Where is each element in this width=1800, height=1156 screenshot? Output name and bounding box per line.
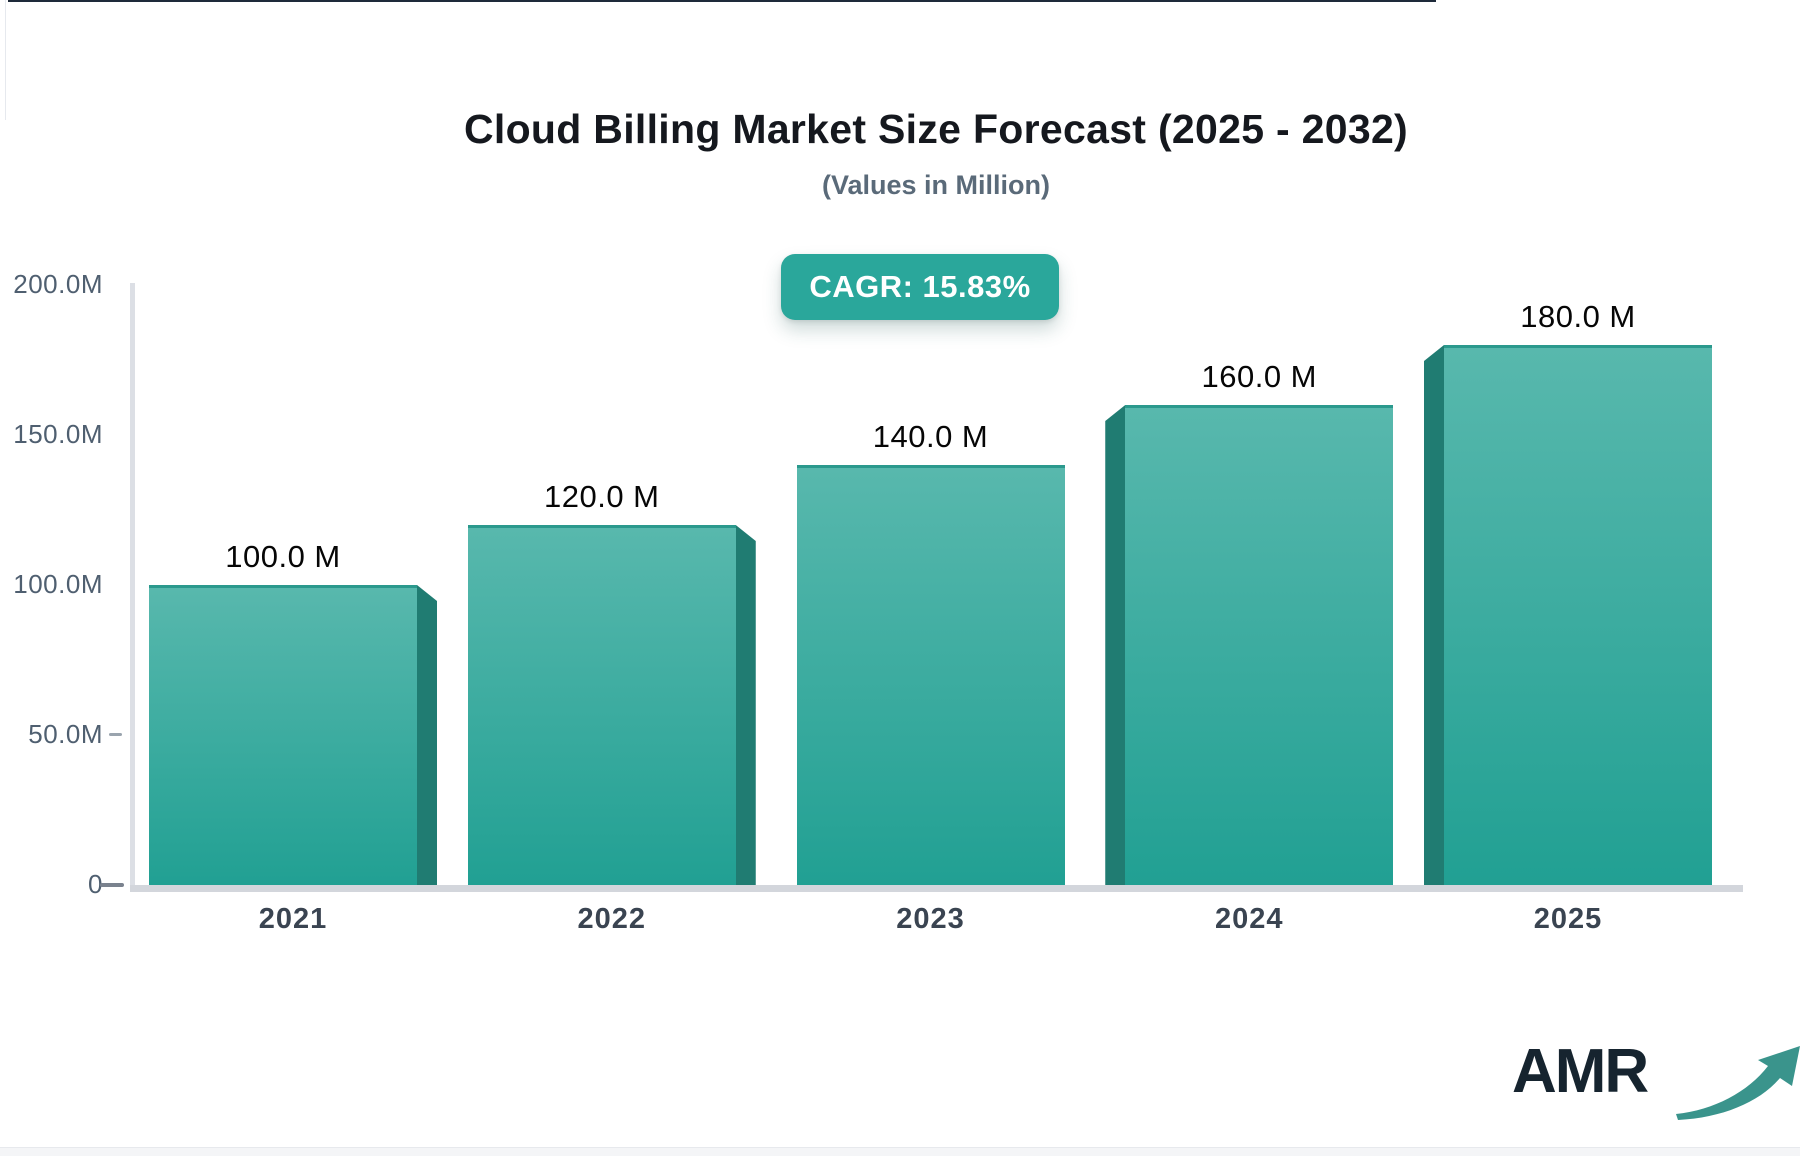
bar-2022 [467,525,736,885]
y-tick-label-0: 0 [88,869,103,899]
x-axis-label-2023: 2023 [896,903,965,935]
bottom-border-band [0,1147,1800,1156]
bar-2023 [796,465,1065,885]
y-tick-label-200.0M: 200.0M [13,269,103,299]
bar-side-face-2022 [735,525,756,885]
bar-2021 [149,585,417,885]
chart-subtitle: (Values in Million) [821,170,1051,200]
x-axis-label-2022: 2022 [577,903,646,935]
bar-value-label-2022: 120.0 M [543,479,660,514]
growth-arrow-icon [1676,1046,1800,1120]
cagr-badge: CAGR: 15.83% [781,254,1059,320]
y-tick-label-50.0M: 50.0M [28,719,103,749]
bar-2025 [1444,345,1712,885]
bar-value-label-2025: 180.0 M [1520,299,1636,334]
amr-logo-text: AMR [1512,1037,1649,1106]
y-axis-line [130,283,135,885]
x-axis-label-2021: 2021 [258,903,328,935]
x-axis-label-2024: 2024 [1214,903,1284,935]
bar-side-face-2024 [1105,405,1126,885]
y-tick-mark [100,883,124,887]
chart-title: Cloud Billing Market Size Forecast (2025… [463,106,1409,152]
y-tick-label-150.0M: 150.0M [13,419,103,449]
y-tick-mark [109,733,122,736]
bar-value-label-2021: 100.0 M [225,539,341,574]
bar-value-label-2023: 140.0 M [872,419,989,454]
y-tick-label-100.0M: 100.0M [13,569,103,599]
x-axis-label-2025: 2025 [1533,903,1603,935]
amr-logo: AMR [1512,1028,1800,1128]
bar-value-label-2024: 160.0 M [1201,359,1317,394]
bar-2024 [1125,405,1394,885]
x-axis-baseline [130,885,1743,892]
bar-side-face-2025 [1424,345,1444,885]
left-border-line [5,0,6,120]
top-border-line [8,0,1436,2]
bar-side-face-2021 [417,585,437,885]
